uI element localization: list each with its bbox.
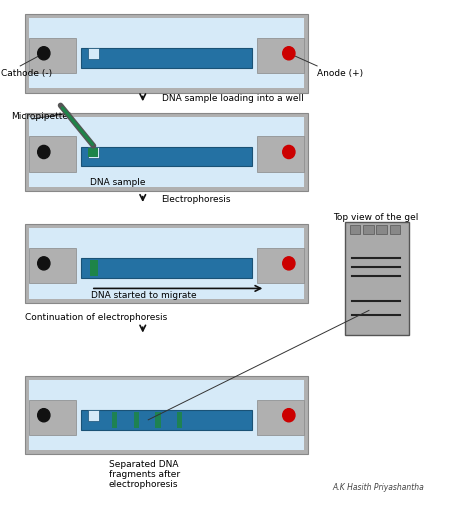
Circle shape [37, 47, 50, 60]
FancyBboxPatch shape [81, 258, 252, 278]
FancyBboxPatch shape [25, 113, 308, 191]
FancyBboxPatch shape [257, 136, 304, 172]
FancyBboxPatch shape [257, 38, 304, 73]
Text: Cathode (-): Cathode (-) [1, 69, 53, 78]
FancyBboxPatch shape [29, 400, 76, 435]
FancyBboxPatch shape [346, 221, 409, 335]
FancyBboxPatch shape [350, 225, 360, 234]
FancyBboxPatch shape [390, 225, 400, 234]
FancyBboxPatch shape [29, 117, 304, 187]
Text: Anode (+): Anode (+) [317, 69, 363, 78]
Text: Top view of the gel: Top view of the gel [333, 213, 419, 221]
Circle shape [283, 257, 295, 270]
Text: Continuation of electrophoresis: Continuation of electrophoresis [25, 313, 167, 322]
FancyBboxPatch shape [29, 380, 304, 450]
FancyBboxPatch shape [88, 147, 100, 158]
FancyBboxPatch shape [112, 412, 117, 428]
Text: DNA started to migrate: DNA started to migrate [91, 291, 197, 300]
FancyBboxPatch shape [257, 248, 304, 283]
FancyBboxPatch shape [29, 136, 76, 172]
FancyBboxPatch shape [29, 248, 76, 283]
Text: Electrophoresis: Electrophoresis [162, 195, 231, 204]
Circle shape [37, 409, 50, 422]
FancyBboxPatch shape [25, 14, 308, 93]
FancyBboxPatch shape [155, 412, 161, 428]
Circle shape [283, 47, 295, 60]
FancyBboxPatch shape [88, 410, 100, 421]
Text: Micropipette: Micropipette [11, 112, 68, 121]
Circle shape [37, 257, 50, 270]
FancyBboxPatch shape [134, 412, 139, 428]
FancyBboxPatch shape [81, 410, 252, 430]
FancyBboxPatch shape [177, 412, 182, 428]
Circle shape [283, 146, 295, 159]
FancyBboxPatch shape [88, 48, 100, 59]
FancyBboxPatch shape [376, 225, 387, 234]
Text: A.K Hasith Priyashantha: A.K Hasith Priyashantha [332, 484, 424, 492]
FancyBboxPatch shape [29, 38, 76, 73]
FancyBboxPatch shape [25, 224, 308, 302]
FancyBboxPatch shape [257, 400, 304, 435]
Circle shape [283, 409, 295, 422]
FancyBboxPatch shape [363, 225, 374, 234]
Text: DNA sample: DNA sample [90, 178, 146, 187]
FancyBboxPatch shape [90, 260, 99, 276]
Text: DNA sample loading into a well: DNA sample loading into a well [162, 94, 303, 103]
FancyBboxPatch shape [29, 228, 304, 299]
Text: Separated DNA
fragments after
electrophoresis: Separated DNA fragments after electropho… [109, 460, 180, 489]
Circle shape [37, 146, 50, 159]
FancyBboxPatch shape [81, 147, 252, 166]
FancyBboxPatch shape [25, 376, 308, 455]
FancyBboxPatch shape [88, 148, 99, 157]
FancyBboxPatch shape [29, 18, 304, 89]
FancyBboxPatch shape [81, 48, 252, 68]
